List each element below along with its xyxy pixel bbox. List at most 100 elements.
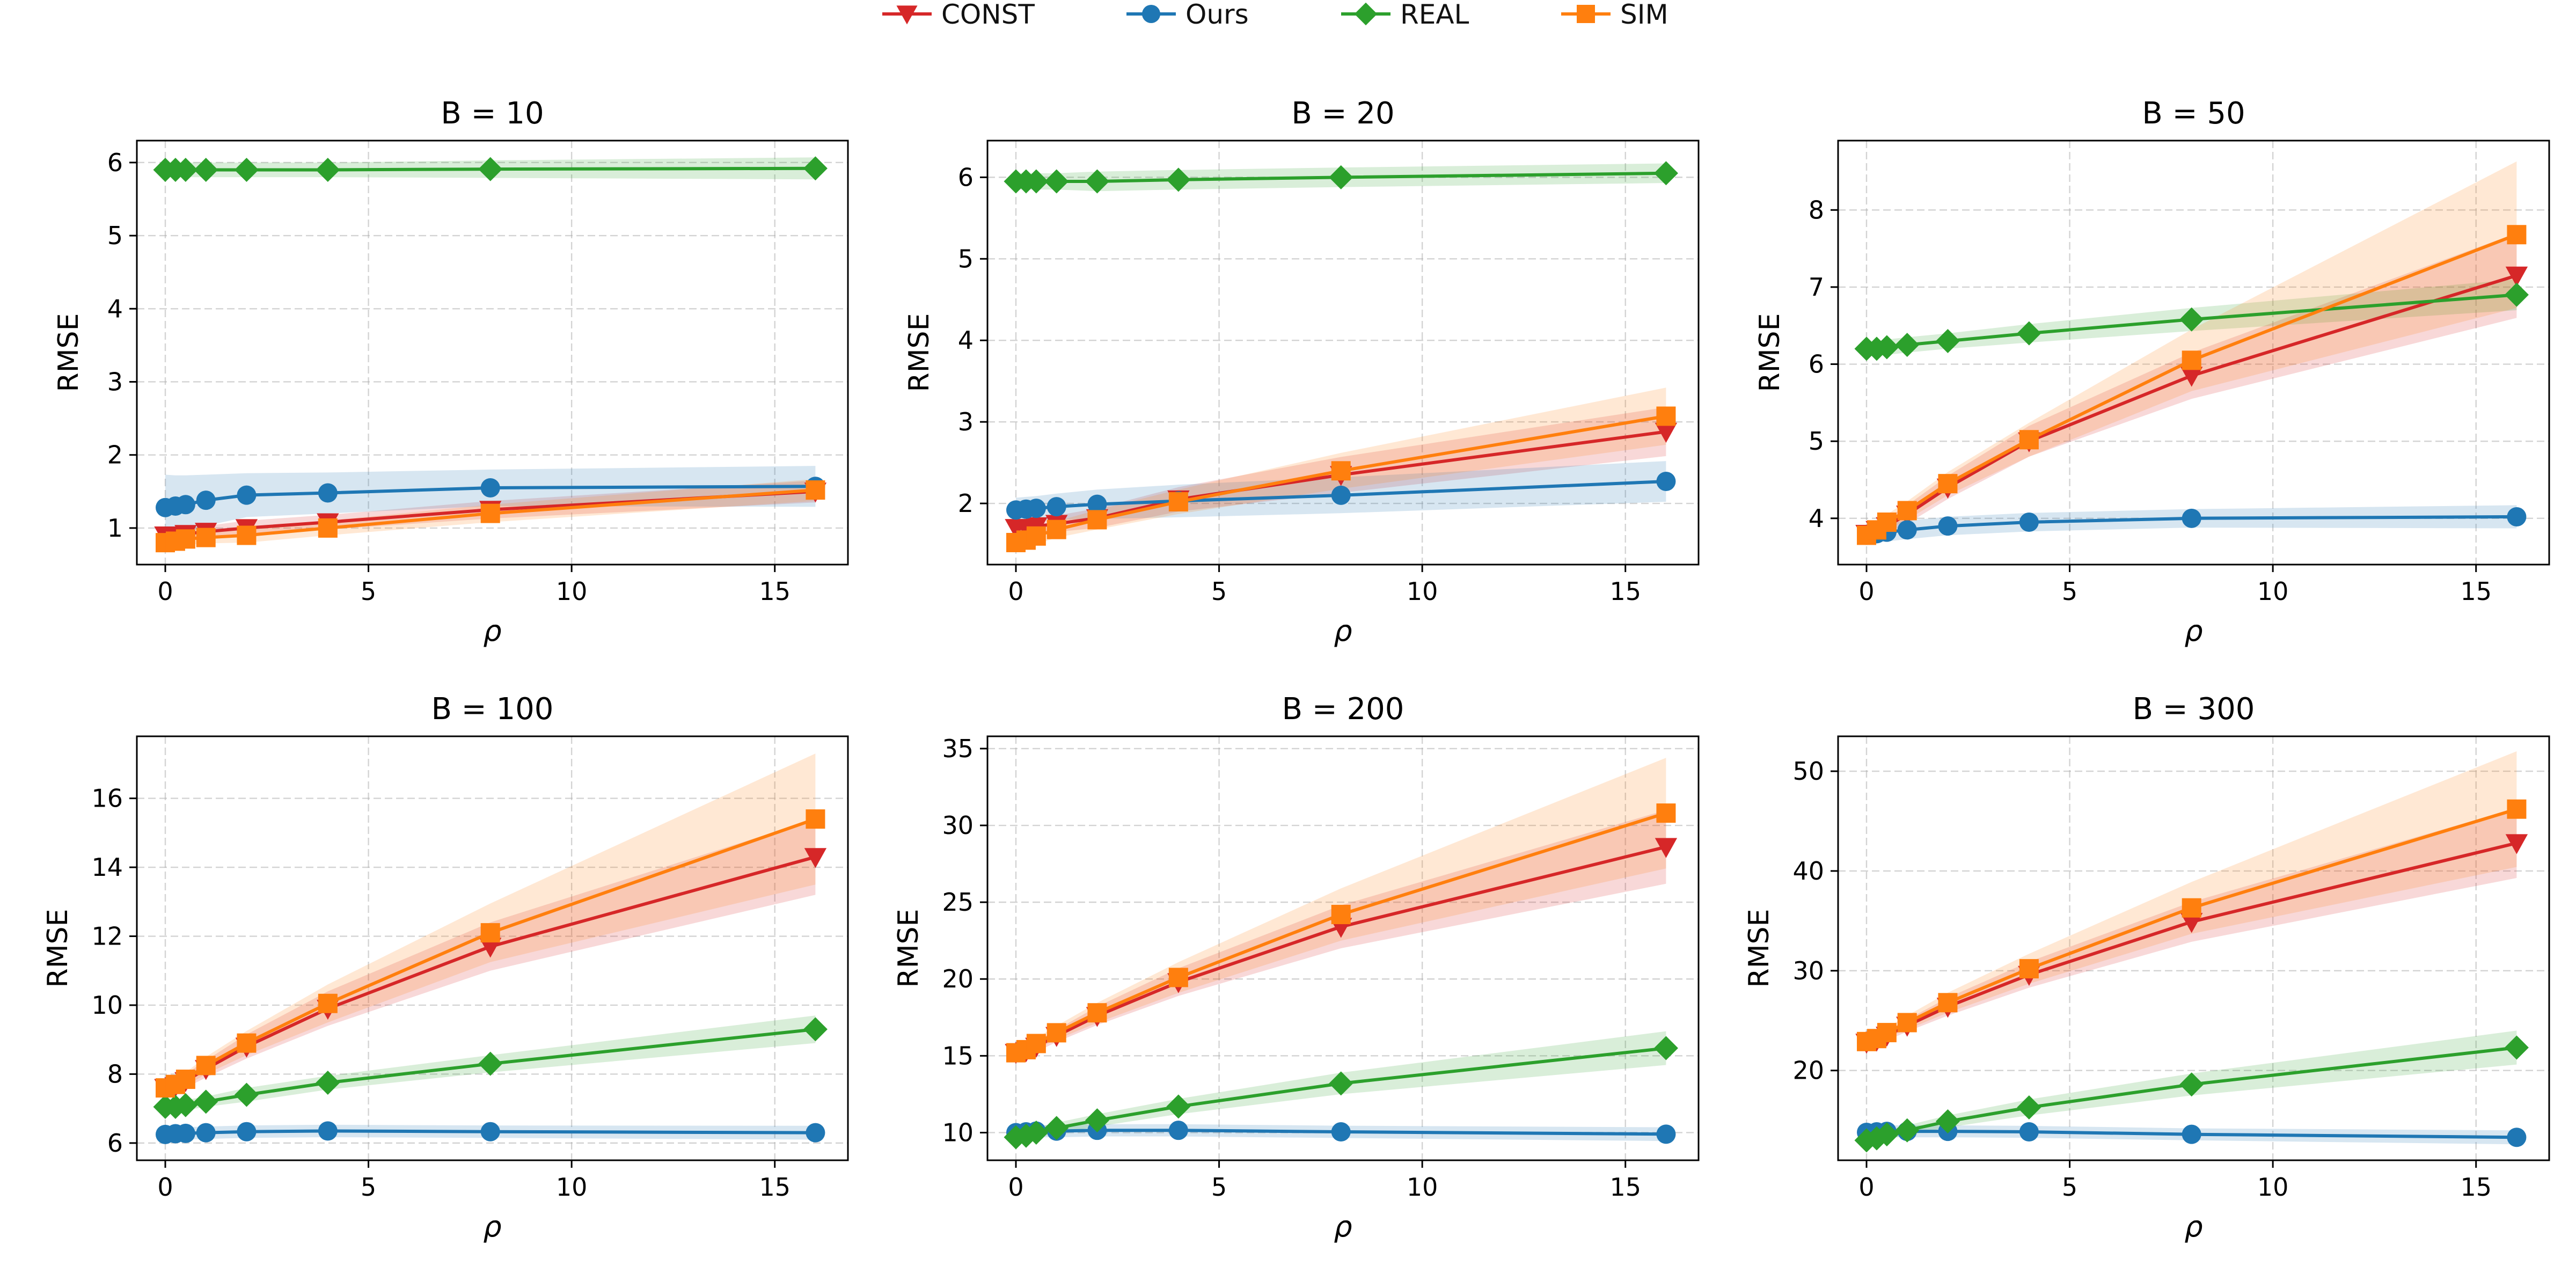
point-const bbox=[2180, 367, 2203, 387]
x-tick-label: 0 bbox=[157, 577, 173, 606]
axes-frame bbox=[1837, 735, 2550, 1161]
point-real bbox=[1166, 1094, 1191, 1119]
point-sim bbox=[1331, 461, 1351, 481]
y-tick-label: 5 bbox=[958, 244, 974, 273]
point-real bbox=[316, 157, 340, 182]
point-real bbox=[1875, 1122, 1899, 1147]
y-axis-label: RMSE bbox=[53, 313, 85, 392]
point-sim bbox=[2019, 430, 2039, 450]
point-ours bbox=[1331, 485, 1351, 505]
y-tick-label: 12 bbox=[91, 922, 123, 951]
y-axis-label: RMSE bbox=[1743, 909, 1775, 988]
point-sim bbox=[806, 809, 825, 829]
point-sim bbox=[237, 525, 257, 545]
point-sim bbox=[1087, 1003, 1107, 1023]
point-real bbox=[2017, 321, 2041, 346]
subplot-title: B = 300 bbox=[2133, 692, 2255, 727]
point-real bbox=[1329, 1071, 1353, 1096]
legend-marker-const bbox=[896, 5, 918, 25]
point-ours bbox=[2507, 1128, 2527, 1147]
point-ours bbox=[2182, 508, 2201, 528]
y-axis-label: RMSE bbox=[892, 909, 925, 988]
x-tick-label: 10 bbox=[556, 1173, 588, 1202]
x-tick-label: 5 bbox=[361, 1173, 376, 1202]
point-ours bbox=[1046, 497, 1066, 517]
y-tick-label: 40 bbox=[1792, 857, 1824, 885]
point-real bbox=[173, 157, 198, 182]
point-sim bbox=[806, 480, 825, 500]
subplot-title: B = 50 bbox=[2142, 96, 2245, 131]
point-sim bbox=[2019, 959, 2039, 979]
legend-marker-sim bbox=[1577, 5, 1595, 23]
y-tick-label: 6 bbox=[107, 148, 123, 177]
x-axis-label: ρ bbox=[1334, 614, 1352, 648]
point-sim bbox=[1938, 474, 1958, 494]
legend-swatch-const bbox=[882, 5, 932, 25]
legend-label-sim: SIM bbox=[1620, 0, 1668, 30]
point-sim bbox=[196, 1056, 216, 1075]
plot-area bbox=[1004, 758, 1678, 1150]
point-ours bbox=[1656, 1124, 1676, 1144]
point-sim bbox=[318, 518, 338, 538]
y-tick-label: 3 bbox=[107, 367, 123, 396]
point-sim bbox=[1897, 501, 1917, 521]
point-real bbox=[2504, 1035, 2529, 1060]
point-real bbox=[1875, 335, 1899, 360]
point-real bbox=[2504, 282, 2529, 307]
point-sim bbox=[1026, 1034, 1046, 1053]
axes-frame bbox=[1837, 140, 2550, 566]
point-real bbox=[1044, 1116, 1069, 1140]
point-ours bbox=[1938, 516, 1958, 536]
plot-area bbox=[153, 156, 828, 553]
point-sim bbox=[1656, 406, 1676, 426]
y-tick-label: 30 bbox=[942, 811, 974, 840]
point-ours bbox=[1897, 520, 1917, 540]
point-ours bbox=[2182, 1124, 2201, 1144]
point-sim bbox=[1897, 1013, 1917, 1033]
point-real bbox=[478, 157, 503, 181]
y-tick-label: 10 bbox=[942, 1118, 974, 1147]
point-ours bbox=[318, 483, 338, 503]
point-const bbox=[479, 938, 502, 958]
x-tick-label: 10 bbox=[1407, 1173, 1438, 1202]
point-sim bbox=[1046, 1023, 1066, 1043]
point-ours bbox=[2019, 1122, 2039, 1142]
point-sim bbox=[2182, 898, 2201, 918]
point-real bbox=[234, 1082, 259, 1107]
point-ours bbox=[1331, 1122, 1351, 1142]
point-const bbox=[804, 848, 827, 868]
point-ours bbox=[2019, 513, 2039, 532]
point-sim bbox=[1168, 968, 1188, 987]
point-real bbox=[1085, 169, 1109, 194]
x-tick-label: 5 bbox=[2062, 577, 2077, 606]
point-sim bbox=[1938, 993, 1958, 1013]
legend-marker-real bbox=[1354, 2, 1378, 26]
point-const bbox=[1655, 422, 1678, 443]
point-ours bbox=[175, 495, 195, 515]
x-tick-label: 5 bbox=[1211, 577, 1227, 606]
subplot-2: 0 5 10 15 2 3 4 5 6 B = 20 ρ RMSE bbox=[903, 96, 1700, 648]
point-real bbox=[1935, 1109, 1960, 1134]
legend-label-ours: Ours bbox=[1185, 0, 1249, 30]
point-sim bbox=[1331, 905, 1351, 925]
point-real bbox=[803, 1017, 828, 1042]
point-sim bbox=[1026, 526, 1046, 546]
point-ours bbox=[1656, 472, 1676, 492]
y-tick-label: 3 bbox=[958, 407, 974, 436]
y-tick-label: 1 bbox=[107, 514, 123, 543]
y-tick-label: 25 bbox=[942, 888, 974, 917]
x-tick-label: 5 bbox=[1211, 1173, 1227, 1202]
point-real bbox=[1653, 161, 1678, 186]
y-axis-label: RMSE bbox=[903, 313, 935, 392]
x-tick-label: 10 bbox=[2257, 1173, 2289, 1202]
x-axis-label: ρ bbox=[2184, 1210, 2202, 1243]
plot-area bbox=[1854, 161, 2529, 545]
y-tick-label: 50 bbox=[1792, 757, 1824, 786]
x-tick-label: 10 bbox=[1407, 577, 1438, 606]
point-ours bbox=[1026, 499, 1046, 518]
point-real bbox=[2179, 307, 2204, 332]
y-tick-label: 20 bbox=[942, 964, 974, 993]
point-sim bbox=[2507, 799, 2527, 819]
y-tick-label: 5 bbox=[1809, 427, 1824, 456]
point-ours bbox=[196, 1123, 216, 1143]
